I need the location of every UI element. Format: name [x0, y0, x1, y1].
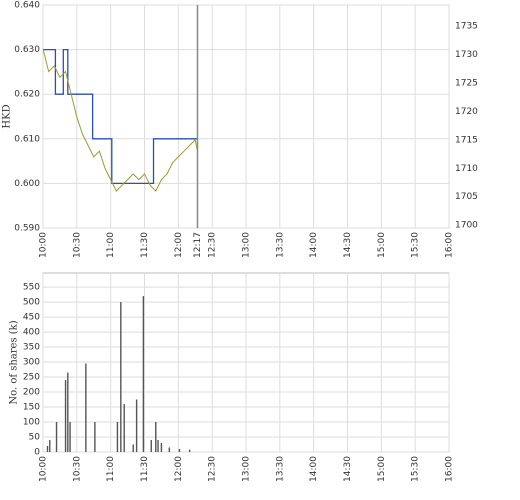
x-tick-label: 10:00 — [39, 456, 49, 482]
volume-bar — [85, 363, 87, 452]
current-time-label: 12:17 — [193, 232, 203, 258]
volume-bar — [178, 449, 181, 452]
y-tick-label: 400 — [23, 328, 40, 338]
x-tick-label: 13:00 — [242, 232, 252, 258]
volume-bar — [116, 422, 119, 452]
y-tick-label: 450 — [23, 313, 40, 323]
x-tick-label: 13:00 — [242, 456, 252, 482]
y2-tick-label: 1705 — [455, 192, 478, 202]
y-axis-label: HKD — [2, 104, 13, 128]
price-line — [43, 48, 198, 185]
x-tick-label: 13:30 — [275, 232, 285, 258]
y-tick-label: 0.620 — [14, 90, 40, 100]
x-tick-label: 11:00 — [106, 232, 116, 258]
x-tick-label: 15:30 — [411, 456, 421, 482]
y-tick-label: 150 — [23, 403, 40, 413]
y-tick-label: 550 — [23, 283, 40, 293]
x-tick-label: 12:30 — [208, 456, 218, 482]
x-tick-label: 14:00 — [309, 232, 319, 258]
y2-tick-label: 1715 — [455, 135, 478, 145]
x-tick-label: 15:30 — [411, 232, 421, 258]
x-tick-label: 14:30 — [343, 232, 353, 258]
x-tick-label: 14:30 — [343, 456, 353, 482]
x-tick-label: 14:00 — [309, 456, 319, 482]
y-tick-label: 0 — [34, 448, 40, 458]
volume-bar — [157, 440, 159, 452]
y-tick-label: 0.590 — [14, 224, 40, 234]
price-line — [42, 48, 198, 192]
volume-bar — [135, 399, 138, 452]
y-tick-label: 100 — [23, 418, 40, 428]
x-tick-label: 12:00 — [174, 456, 184, 482]
y2-tick-label: 1700 — [455, 221, 478, 231]
x-tick-label: 16:00 — [445, 232, 455, 258]
volume-bar — [160, 443, 163, 452]
y-axis-label: No. of shares (k) — [9, 320, 20, 404]
x-tick-label: 10:00 — [39, 232, 49, 258]
x-tick-label: 13:30 — [275, 456, 285, 482]
y-tick-label: 0.640 — [14, 1, 40, 11]
volume-bar — [49, 440, 51, 452]
y-tick-label: 0.630 — [14, 45, 40, 55]
volume-bar — [155, 422, 157, 452]
y-tick-label: 200 — [23, 388, 40, 398]
volume-bar — [188, 449, 191, 452]
volume-bar — [69, 422, 71, 452]
x-tick-label: 10:30 — [72, 232, 82, 258]
x-tick-label: 11:30 — [140, 232, 150, 258]
y-tick-label: 0.610 — [14, 134, 40, 144]
volume-bar — [168, 447, 171, 452]
volume-bar — [123, 404, 125, 452]
volume-bar — [55, 422, 58, 452]
x-tick-label: 15:00 — [377, 456, 387, 482]
y-tick-label: 500 — [23, 298, 40, 308]
x-tick-label: 16:00 — [445, 456, 455, 482]
x-tick-label: 12:30 — [208, 232, 218, 258]
y2-tick-label: 1720 — [455, 107, 478, 117]
y-tick-label: 0.600 — [14, 179, 40, 189]
volume-bar — [64, 380, 67, 452]
volume-bar — [94, 422, 96, 452]
volume-bar — [142, 296, 145, 452]
volume-bar — [46, 446, 49, 452]
volume-bar — [132, 444, 134, 452]
x-tick-label: 11:00 — [106, 456, 116, 482]
y2-tick-label: 1730 — [455, 50, 478, 60]
x-tick-label: 11:30 — [140, 456, 150, 482]
x-tick-label: 10:30 — [72, 456, 82, 482]
y2-tick-label: 1735 — [455, 22, 478, 32]
x-tick-label: 12:00 — [174, 232, 184, 258]
volume-bar — [67, 372, 69, 452]
y-tick-label: 250 — [23, 373, 40, 383]
volume-bar — [120, 302, 122, 452]
y-tick-label: 350 — [23, 343, 40, 353]
x-tick-label: 15:00 — [377, 232, 387, 258]
y2-tick-label: 1725 — [455, 78, 478, 88]
volume-bar — [150, 440, 152, 452]
y-tick-label: 50 — [29, 433, 41, 443]
y2-tick-label: 1710 — [455, 164, 478, 174]
y-tick-label: 300 — [23, 358, 40, 368]
